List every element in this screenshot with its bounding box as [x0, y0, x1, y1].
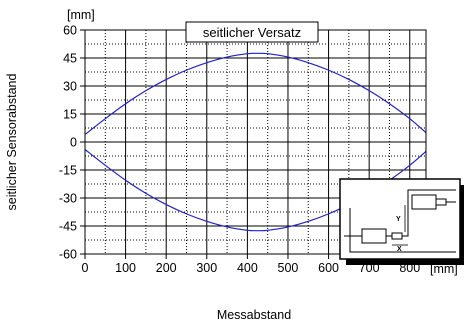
x-tick-label: 600: [318, 261, 339, 275]
chart-title: seitlicher Versatz: [203, 25, 301, 40]
x-tick-label: 0: [82, 261, 89, 275]
x-tick-label: 400: [237, 261, 258, 275]
y-tick-label: 45: [63, 52, 77, 66]
y-tick-label: -30: [59, 192, 77, 206]
inset-label-y: Y: [396, 216, 401, 223]
x-axis-label: Messabstand: [217, 308, 291, 322]
x-tick-label: 200: [156, 261, 177, 275]
y-tick-label: 15: [63, 108, 77, 122]
inset-label-x: X: [397, 246, 402, 253]
ticks: 0 100 200 300 400 500 600 700 800604530150-15-30…: [59, 24, 420, 276]
y-tick-label: -60: [59, 248, 77, 262]
x-tick-label: 500: [278, 261, 299, 275]
x-tick-label: 100: [115, 261, 136, 275]
y-tick-label: -15: [59, 164, 77, 178]
x-tick-label: 300: [196, 261, 217, 275]
y-unit-label: [mm]: [67, 8, 95, 22]
x-unit-label: [mm]: [430, 262, 458, 276]
y-tick-label: 30: [63, 80, 77, 94]
sensor-offset-diagram-icon: Y X: [339, 178, 464, 265]
y-tick-label: 0: [70, 136, 77, 150]
y-axis-label: seitlicher Sensorabstand: [5, 74, 19, 211]
y-tick-label: 60: [63, 24, 77, 38]
series-line-1: [84, 52, 427, 136]
chart-title-frame: [185, 21, 319, 43]
y-tick-label: -45: [59, 220, 77, 234]
chart-title-box: seitlicher Versatz: [185, 21, 319, 43]
